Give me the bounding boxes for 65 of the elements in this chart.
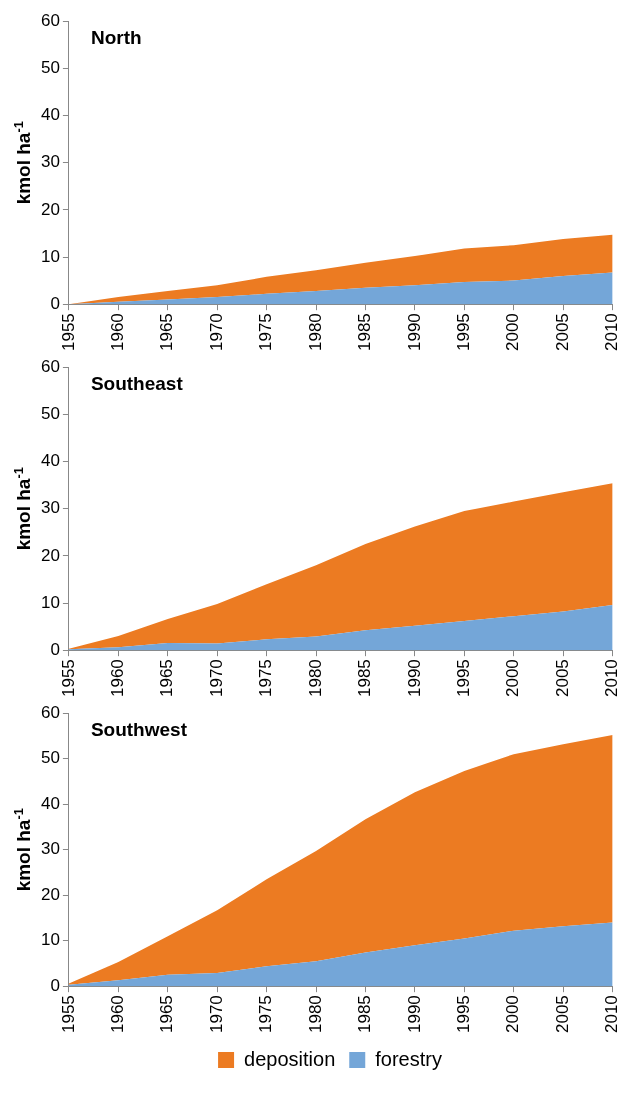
- y-axis-title: kmol ha-1: [11, 121, 34, 205]
- x-tick-label: 1965: [157, 659, 177, 698]
- x-tick-label: 1955: [58, 313, 78, 352]
- y-tick-label: 40: [40, 105, 60, 125]
- x-tick-label: 2005: [552, 313, 572, 352]
- x-tick-label: 2010: [602, 995, 622, 1034]
- y-tick-label: 30: [40, 498, 60, 518]
- y-tick-label: 30: [40, 839, 60, 859]
- x-tick-label: 1990: [404, 995, 424, 1034]
- x-tick-label: 1995: [454, 995, 474, 1034]
- y-tick-label: 60: [40, 702, 60, 722]
- y-tick-label: 10: [40, 592, 60, 612]
- y-tick-label: 50: [40, 748, 60, 768]
- y-tick-label: 50: [40, 404, 60, 424]
- x-tick-label: 2005: [552, 659, 572, 698]
- x-tick-label: 1970: [206, 313, 226, 352]
- x-tick-label: 2000: [503, 659, 523, 698]
- x-tick-label: 1980: [305, 995, 325, 1034]
- x-tick-label: 1980: [305, 659, 325, 698]
- x-tick-label: 2000: [503, 313, 523, 352]
- x-tick-label: 1960: [108, 995, 128, 1034]
- y-tick-label: 30: [40, 152, 60, 172]
- x-tick-label: 1975: [256, 659, 276, 698]
- y-tick-label: 0: [50, 639, 60, 659]
- x-tick-label: 1990: [404, 313, 424, 352]
- x-tick-label: 1980: [305, 313, 325, 352]
- x-tick-label: 1960: [108, 659, 128, 698]
- x-tick-label: 1970: [206, 995, 226, 1034]
- y-tick-label: 50: [40, 58, 60, 78]
- chart-title: Southeast: [90, 372, 184, 394]
- x-tick-label: 1965: [157, 995, 177, 1034]
- y-tick-label: 10: [40, 246, 60, 266]
- x-tick-label: 1975: [256, 995, 276, 1034]
- legend-label: deposition: [244, 1047, 336, 1070]
- x-tick-label: 2010: [602, 313, 622, 352]
- chart-title: Southwest: [90, 718, 188, 740]
- x-tick-label: 2000: [503, 995, 523, 1034]
- y-tick-label: 20: [40, 884, 60, 904]
- x-tick-label: 1955: [58, 995, 78, 1034]
- y-tick-label: 60: [40, 356, 60, 376]
- x-tick-label: 1995: [454, 313, 474, 352]
- y-tick-label: 60: [40, 10, 60, 30]
- y-axis-title: kmol ha-1: [11, 808, 34, 892]
- x-tick-label: 1985: [355, 995, 375, 1034]
- x-tick-label: 1960: [108, 313, 128, 352]
- x-tick-label: 1985: [355, 659, 375, 698]
- x-tick-label: 1975: [256, 313, 276, 352]
- x-tick-label: 1970: [206, 659, 226, 698]
- x-tick-label: 2010: [602, 659, 622, 698]
- x-tick-label: 2005: [552, 995, 572, 1034]
- y-tick-label: 0: [50, 293, 60, 313]
- y-tick-label: 40: [40, 793, 60, 813]
- x-tick-label: 1995: [454, 659, 474, 698]
- y-tick-label: 20: [40, 199, 60, 219]
- legend-label: forestry: [375, 1047, 442, 1070]
- chart-title: North: [90, 26, 142, 48]
- y-tick-label: 20: [40, 545, 60, 565]
- y-tick-label: 0: [50, 975, 60, 995]
- y-tick-label: 40: [40, 451, 60, 471]
- x-tick-label: 1990: [404, 659, 424, 698]
- y-axis-title: kmol ha-1: [11, 467, 34, 551]
- x-tick-label: 1955: [58, 659, 78, 698]
- y-tick-label: 10: [40, 930, 60, 950]
- x-tick-label: 1965: [157, 313, 177, 352]
- x-tick-label: 1985: [355, 313, 375, 352]
